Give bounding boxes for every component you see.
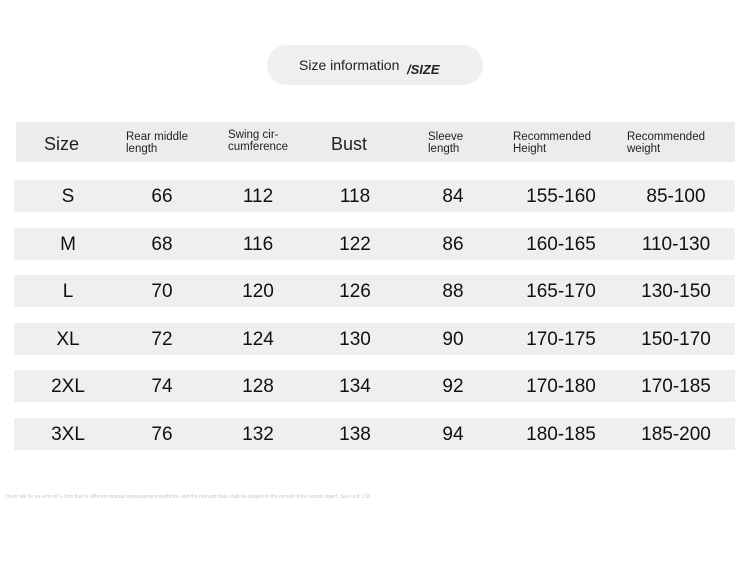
table-cell: 122 [339,234,371,255]
table-cell: 124 [242,329,274,350]
table-cell: 170-175 [526,329,596,350]
table-cell: 68 [151,234,173,255]
table-row: S 66 112 118 84 155-160 85-100 [14,180,735,212]
column-header: Height [513,143,547,155]
column-header: Size [44,134,80,154]
table-row: M 68 116 122 86 160-165 110-130 [14,228,735,260]
table-header: Size Rear middle length Swing cir-cumferenc… [16,122,735,162]
table-row: 2XL 74 128 134 92 170-180 170-185 [14,370,735,402]
table-cell: 3XL [51,424,85,445]
table-cell: XL [56,329,80,350]
table-cell: 126 [339,281,371,302]
table-cell: 128 [242,376,274,397]
column-header: length [126,143,158,155]
table-cell: 118 [339,186,371,207]
column-header: weight [627,143,661,155]
table-cell: 72 [151,329,173,350]
table-cell: 84 [442,186,464,207]
column-header: Rear middle [126,131,188,143]
title-text: Size information [299,57,400,73]
table-cell: 160-165 [526,234,596,255]
column-header: length [428,143,460,155]
column-header: Recommended [627,131,705,143]
table-row: L 70 120 126 88 165-170 130-150 [14,275,735,307]
table-cell: 92 [442,376,464,397]
table-cell: 90 [442,329,464,350]
column-header: Swing cir- [228,129,279,141]
table-cell: 76 [151,424,173,445]
table-cell: 165-170 [526,281,596,302]
table-cell: 85-100 [646,186,706,207]
table-cell: 170-185 [641,376,711,397]
table-cell: M [60,234,76,255]
table-cell: 138 [339,424,371,445]
table-cell: 130 [339,329,371,350]
table-row: XL 72 124 130 90 170-175 150-170 [14,323,735,355]
table-cell: 74 [151,376,173,397]
table-cell: 130-150 [641,281,711,302]
table-row: 3XL 76 132 138 94 180-185 185-200 [14,418,735,450]
table-cell: 116 [242,234,274,255]
column-header: Bust [331,134,368,154]
column-header: cumference [228,141,289,153]
table-cell: L [62,281,74,302]
title-suffix: /SIZE [407,62,440,77]
table-cell: 185-200 [641,424,711,445]
table-cell: 112 [242,186,274,207]
table-cell: 66 [151,186,173,207]
column-header: Sleeve [428,131,464,143]
table-cell: 170-180 [526,376,596,397]
title-pill: Size information /SIZE [267,45,483,85]
table-cell: 155-160 [526,186,596,207]
table-cell: S [61,186,75,207]
table-cell: 2XL [51,376,85,397]
table-cell: 150-170 [641,329,711,350]
table-cell: 70 [151,281,173,302]
table-cell: 132 [242,424,274,445]
footnote: There will be an error of 1-3cm due to d… [5,494,370,500]
table-cell: 134 [339,376,371,397]
table-cell: 86 [442,234,464,255]
table-cell: 120 [242,281,274,302]
table-cell: 88 [442,281,464,302]
table-cell: 94 [442,424,464,445]
table-cell: 110-130 [641,234,711,255]
column-header: Recommended [513,131,591,143]
table-cell: 180-185 [526,424,596,445]
